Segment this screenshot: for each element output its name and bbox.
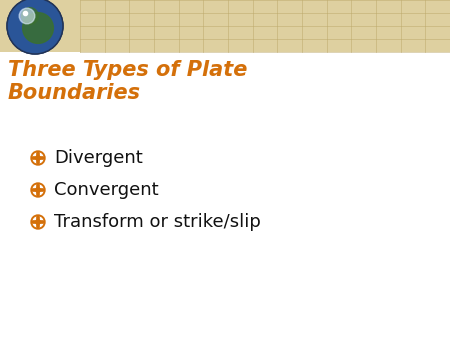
- Text: Three Types of Plate
Boundaries: Three Types of Plate Boundaries: [8, 60, 248, 103]
- Circle shape: [19, 8, 35, 24]
- Circle shape: [7, 0, 63, 54]
- Circle shape: [36, 220, 40, 224]
- Text: Divergent: Divergent: [54, 149, 143, 167]
- Circle shape: [31, 215, 45, 229]
- Circle shape: [22, 13, 54, 43]
- Bar: [0, 0, 450, 52]
- Circle shape: [33, 153, 43, 163]
- Circle shape: [22, 7, 38, 24]
- Circle shape: [33, 185, 43, 195]
- Text: Transform or strike/slip: Transform or strike/slip: [54, 213, 261, 231]
- Circle shape: [31, 183, 45, 197]
- Text: Convergent: Convergent: [54, 181, 158, 199]
- Circle shape: [8, 0, 62, 53]
- Circle shape: [33, 217, 43, 227]
- Circle shape: [31, 151, 45, 165]
- Circle shape: [36, 156, 40, 160]
- Circle shape: [36, 188, 40, 192]
